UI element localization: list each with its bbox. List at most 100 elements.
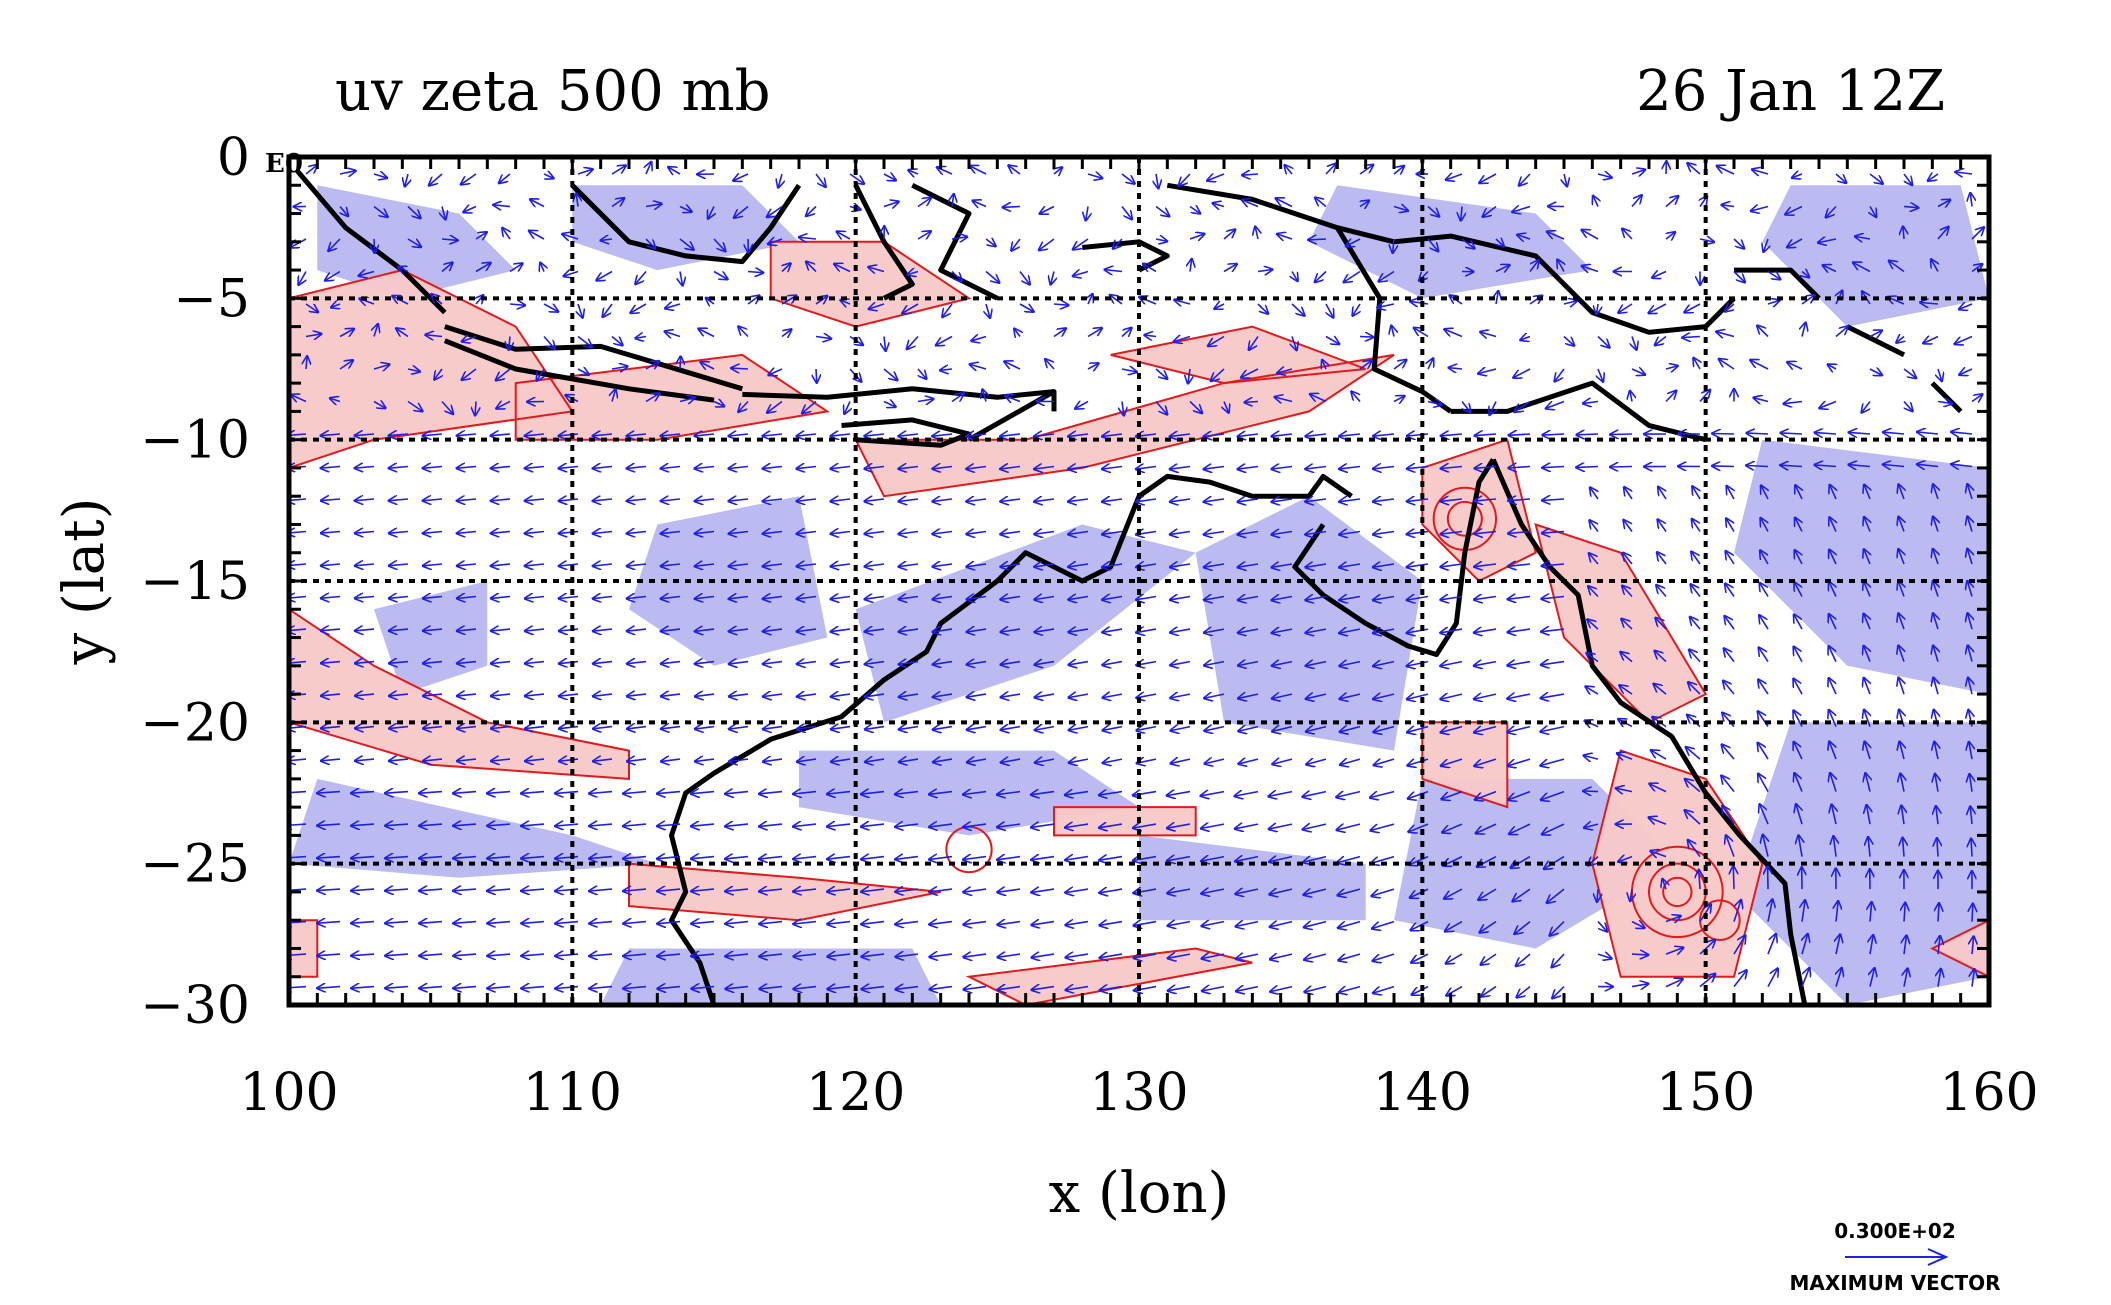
wind-vector (1171, 662, 1191, 666)
wind-vector (1272, 694, 1293, 698)
x-tick-label: 120 (806, 1063, 905, 1123)
wind-vector (726, 824, 749, 826)
wind-vector (491, 629, 511, 631)
wind-vector (540, 263, 544, 271)
wind-vector (578, 303, 583, 317)
wind-vector (1475, 467, 1497, 469)
wind-vector (525, 499, 545, 501)
wind-vector (661, 597, 681, 599)
wind-vector (1441, 564, 1463, 567)
wind-vector (1040, 207, 1055, 214)
vorticity-contour (1534, 522, 1708, 724)
wind-vector (1171, 727, 1191, 731)
wind-vector (386, 857, 409, 859)
wind-vector (435, 368, 442, 379)
wind-vector (972, 337, 987, 341)
wind-vector (464, 207, 477, 213)
wind-vector (424, 759, 443, 761)
wind-vector (661, 727, 681, 729)
wind-vector (828, 792, 851, 794)
wind-vector (865, 662, 885, 665)
wind-vector (1190, 259, 1192, 272)
wind-vector (1306, 434, 1327, 436)
wind-vector (321, 597, 341, 599)
wind-vector (1189, 400, 1202, 413)
wind-vector (1168, 954, 1191, 958)
x-tick-label: 130 (1089, 1063, 1188, 1123)
wind-vector (1306, 694, 1327, 699)
wind-vector (1235, 792, 1259, 796)
wind-vector (1053, 304, 1068, 305)
wind-vector (1407, 662, 1429, 666)
wind-vector (692, 792, 715, 794)
wind-vector (559, 467, 579, 469)
wind-vector (423, 564, 443, 566)
wind-vector (1073, 238, 1089, 249)
wind-vector (1374, 467, 1395, 469)
wind-vector (488, 954, 511, 956)
wind-vector (1069, 532, 1089, 535)
wind-vector (1066, 889, 1089, 893)
wind-vector (627, 434, 647, 436)
wind-vector (1475, 727, 1497, 733)
wind-vector (930, 824, 953, 827)
wind-vector (1322, 360, 1326, 369)
wind-vector (624, 824, 647, 826)
wind-vector (760, 922, 783, 924)
wind-vector (559, 662, 579, 664)
wind-vector (492, 694, 511, 696)
wind-vector (475, 232, 486, 239)
wind-vector (1337, 792, 1361, 798)
wind-vector (355, 629, 375, 631)
wind-vector (760, 792, 783, 794)
wind-vector (1239, 727, 1259, 732)
wind-vector (1009, 166, 1021, 175)
wind-vector (1103, 434, 1123, 436)
wind-vector (760, 857, 783, 859)
wind-vector (1066, 922, 1089, 926)
wind-vector (1066, 954, 1089, 957)
wind-vector (1032, 824, 1055, 827)
wind-vector (627, 629, 647, 631)
wind-vector (831, 564, 851, 566)
wind-vector (1475, 499, 1497, 501)
wind-vector (1145, 335, 1157, 336)
wind-vector (763, 694, 783, 696)
wind-vector (1475, 564, 1497, 567)
wind-vector (797, 629, 817, 631)
wind-vector (399, 267, 409, 271)
wind-vector (1189, 207, 1200, 214)
wind-vector (386, 954, 409, 956)
wind-vector (1597, 889, 1598, 901)
wind-vector (1326, 303, 1333, 317)
wind-vector (797, 694, 817, 697)
wind-vector (1019, 303, 1033, 312)
wind-vector (908, 272, 919, 275)
wind-vector (564, 272, 579, 277)
wind-vector (658, 922, 681, 924)
wind-vector (1073, 272, 1089, 276)
wind-vector (1001, 694, 1021, 697)
wind-vector (429, 173, 443, 185)
wind-vector (441, 263, 452, 273)
wind-vector (1340, 434, 1361, 436)
wind-vector (998, 792, 1021, 795)
wind-vector (1069, 727, 1089, 731)
wind-vector (1237, 987, 1259, 992)
x-tick-label: 160 (1939, 1063, 2038, 1123)
vorticity-contour (769, 240, 972, 328)
wind-vector (1374, 727, 1395, 732)
wind-vector (943, 303, 953, 317)
wind-vector (491, 662, 511, 664)
wind-vector (458, 727, 477, 729)
wind-vector (695, 499, 715, 501)
wind-vector (1379, 270, 1395, 282)
wind-vector (1168, 922, 1191, 926)
wind-vector (1509, 467, 1531, 469)
wind-vector (321, 467, 341, 469)
wind-vector (458, 694, 477, 696)
wind-vector (1508, 597, 1531, 600)
wind-vector (559, 564, 579, 566)
wind-vector (1239, 759, 1259, 764)
wind-vector (1215, 304, 1225, 309)
